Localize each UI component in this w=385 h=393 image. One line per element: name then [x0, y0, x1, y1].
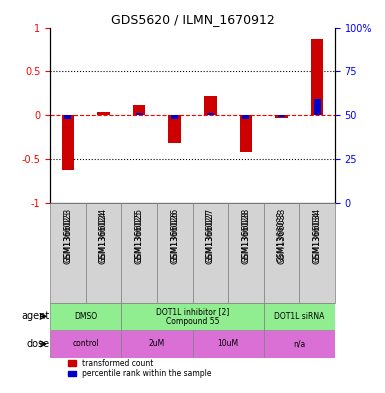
Text: GSM1366034: GSM1366034	[313, 208, 321, 264]
FancyBboxPatch shape	[121, 303, 264, 330]
Text: GSM1366023: GSM1366023	[64, 208, 72, 264]
FancyBboxPatch shape	[85, 202, 121, 303]
Text: 10uM: 10uM	[218, 340, 239, 348]
FancyBboxPatch shape	[192, 202, 228, 303]
Text: GSM1366026: GSM1366026	[170, 211, 179, 262]
FancyBboxPatch shape	[264, 303, 335, 330]
Bar	[243, 115, 249, 119]
Legend: transformed count, percentile rank within the sample: transformed count, percentile rank withi…	[68, 359, 211, 378]
Bar	[207, 113, 214, 115]
FancyBboxPatch shape	[50, 202, 85, 303]
Text: GSM1366024: GSM1366024	[99, 211, 108, 262]
Text: GSM1366027: GSM1366027	[206, 208, 215, 264]
Text: control: control	[72, 340, 99, 348]
FancyBboxPatch shape	[157, 202, 192, 303]
Text: DOT1L siRNA: DOT1L siRNA	[274, 312, 325, 321]
Text: GSM1366028: GSM1366028	[241, 211, 250, 262]
Text: DOT1L inhibitor [2]
Compound 55: DOT1L inhibitor [2] Compound 55	[156, 307, 229, 326]
Text: agent: agent	[22, 311, 50, 321]
Text: GSM1366028: GSM1366028	[241, 208, 250, 264]
Text: GSM1366033: GSM1366033	[277, 211, 286, 262]
Bar	[171, 115, 178, 119]
FancyBboxPatch shape	[300, 202, 335, 303]
Bar	[204, 96, 216, 115]
FancyBboxPatch shape	[121, 330, 192, 358]
FancyBboxPatch shape	[192, 330, 264, 358]
Text: GSM1366033: GSM1366033	[277, 208, 286, 264]
Text: 2uM: 2uM	[149, 340, 165, 348]
FancyBboxPatch shape	[264, 202, 300, 303]
Text: DMSO: DMSO	[74, 312, 97, 321]
Text: GSM1366023: GSM1366023	[64, 211, 72, 262]
Bar	[64, 115, 71, 119]
FancyBboxPatch shape	[121, 202, 157, 303]
FancyBboxPatch shape	[50, 303, 121, 330]
Bar	[311, 39, 323, 115]
Bar	[136, 113, 142, 115]
FancyBboxPatch shape	[228, 202, 264, 303]
Bar	[97, 112, 110, 115]
Bar	[169, 115, 181, 143]
Text: GSM1366024: GSM1366024	[99, 208, 108, 264]
Bar	[240, 115, 252, 152]
Text: GSM1366027: GSM1366027	[206, 211, 215, 262]
Text: GSM1366025: GSM1366025	[135, 211, 144, 262]
FancyBboxPatch shape	[50, 330, 121, 358]
Bar	[62, 115, 74, 170]
Text: GSM1366034: GSM1366034	[313, 211, 321, 262]
Text: dose: dose	[27, 339, 50, 349]
Bar	[314, 99, 321, 115]
FancyBboxPatch shape	[264, 330, 335, 358]
Text: GSM1366025: GSM1366025	[135, 208, 144, 264]
Title: GDS5620 / ILMN_1670912: GDS5620 / ILMN_1670912	[110, 13, 275, 26]
Text: GSM1366026: GSM1366026	[170, 208, 179, 264]
Bar	[278, 115, 285, 117]
Text: n/a: n/a	[293, 340, 305, 348]
Bar	[275, 115, 288, 118]
Bar	[133, 105, 145, 115]
